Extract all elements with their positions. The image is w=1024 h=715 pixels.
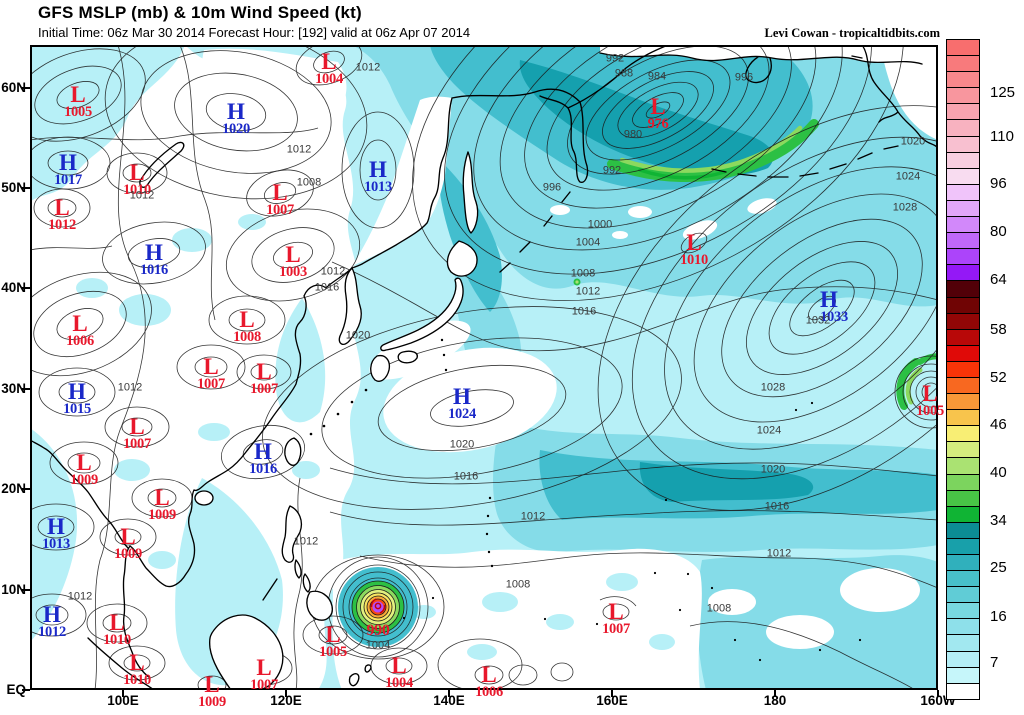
isobar-contours xyxy=(30,45,938,690)
colorbar-cell xyxy=(946,457,980,475)
colorbar-cell xyxy=(946,650,980,668)
colorbar-cell xyxy=(946,537,980,555)
colorbar-label-110: 110 xyxy=(990,128,1014,145)
light-speckles xyxy=(346,491,675,660)
lon-label-160E: 160E xyxy=(596,693,628,708)
lat-label-EQ: EQ xyxy=(6,682,26,697)
colorbar-cell xyxy=(946,521,980,539)
colorbar-cell xyxy=(946,280,980,298)
colorbar-cell xyxy=(946,393,980,411)
colorbar-cell xyxy=(946,473,980,491)
colorbar-cell xyxy=(946,425,980,443)
colorbar-cell xyxy=(946,618,980,636)
colorbar-cell xyxy=(946,71,980,89)
colorbar-cell xyxy=(946,103,980,121)
colorbar-cell xyxy=(946,505,980,523)
colorbar-cell xyxy=(946,586,980,604)
lon-tick xyxy=(122,690,124,697)
colorbar-cell xyxy=(946,248,980,266)
lat-tick xyxy=(22,589,30,591)
lon-tick xyxy=(285,690,287,697)
lon-tick xyxy=(774,690,776,697)
lat-tick xyxy=(22,488,30,490)
colorbar-cell xyxy=(946,634,980,652)
typhoon-symbol xyxy=(351,580,405,634)
colorbar-label-80: 80 xyxy=(990,223,1007,240)
colorbar-cell xyxy=(946,167,980,185)
small-islands xyxy=(309,338,862,662)
map-canvas xyxy=(30,45,938,690)
lat-label-40N: 40N xyxy=(1,280,26,295)
wind-speed-colorbar xyxy=(946,39,980,700)
colorbar-cell xyxy=(946,119,980,137)
lat-label-30N: 30N xyxy=(1,381,26,396)
lon-label-120E: 120E xyxy=(270,693,302,708)
colorbar-cell xyxy=(946,666,980,684)
colorbar-label-52: 52 xyxy=(990,369,1007,386)
high-wind-green-streaks xyxy=(607,119,938,410)
colorbar-cell xyxy=(946,151,980,169)
pressure-center-value: 1009 xyxy=(198,693,226,710)
lat-label-60N: 60N xyxy=(1,80,26,95)
small-green-spot xyxy=(573,278,581,286)
lon-tick xyxy=(611,690,613,697)
colorbar-cell xyxy=(946,183,980,201)
colorbar-cell xyxy=(946,682,980,700)
lat-tick xyxy=(22,287,30,289)
lon-label-140E: 140E xyxy=(433,693,465,708)
lon-tick xyxy=(937,690,939,697)
colorbar-cell xyxy=(946,570,980,588)
colorbar-label-25: 25 xyxy=(990,559,1007,576)
colorbar-label-125: 125 xyxy=(990,84,1016,101)
colorbar-cell xyxy=(946,135,980,153)
colorbar-cell xyxy=(946,199,980,218)
lat-tick xyxy=(22,187,30,189)
wind-fill-darkest xyxy=(519,60,814,502)
colorbar-cell xyxy=(946,441,980,459)
coastlines xyxy=(30,45,938,690)
page-title: GFS MSLP (mb) & 10m Wind Speed (kt) xyxy=(38,3,362,22)
colorbar-cell xyxy=(946,489,980,507)
colorbar-cell xyxy=(946,87,980,105)
colorbar-cell xyxy=(946,296,980,314)
colorbar-label-58: 58 xyxy=(990,321,1007,338)
colorbar-label-34: 34 xyxy=(990,512,1007,529)
lat-label-10N: 10N xyxy=(1,582,26,597)
lat-tick xyxy=(22,689,30,691)
colorbar-label-96: 96 xyxy=(990,175,1007,192)
colorbar-label-7: 7 xyxy=(990,654,999,671)
lon-label-100E: 100E xyxy=(107,693,139,708)
lon-label-180: 180 xyxy=(763,693,787,708)
lat-tick xyxy=(22,388,30,390)
lat-label-50N: 50N xyxy=(1,180,26,195)
isobars-aleutian-low xyxy=(412,45,904,302)
colorbar-label-64: 64 xyxy=(990,271,1007,288)
colorbar-cell xyxy=(946,312,980,330)
colorbar-label-40: 40 xyxy=(990,464,1007,481)
credit-text: Levi Cowan - tropicaltidbits.com xyxy=(764,26,940,40)
colorbar-cell xyxy=(946,360,980,378)
lat-tick xyxy=(22,87,30,89)
lat-label-20N: 20N xyxy=(1,481,26,496)
colorbar-cell xyxy=(946,554,980,572)
colorbar-cell xyxy=(946,376,980,395)
colorbar-cell xyxy=(946,602,980,620)
colorbar-cell xyxy=(946,264,980,282)
init-forecast-subtitle: Initial Time: 06z Mar 30 2014 Forecast H… xyxy=(38,25,471,40)
colorbar-cell xyxy=(946,328,980,346)
colorbar-cell xyxy=(946,409,980,427)
colorbar-label-16: 16 xyxy=(990,608,1007,625)
colorbar-cell xyxy=(946,344,980,362)
colorbar-cell xyxy=(946,55,980,73)
colorbar-cell xyxy=(946,232,980,250)
colorbar-label-46: 46 xyxy=(990,416,1007,433)
hurricane-icon xyxy=(370,598,386,614)
colorbar-cell xyxy=(946,39,980,57)
colorbar-cell xyxy=(946,216,980,234)
lon-tick xyxy=(448,690,450,697)
